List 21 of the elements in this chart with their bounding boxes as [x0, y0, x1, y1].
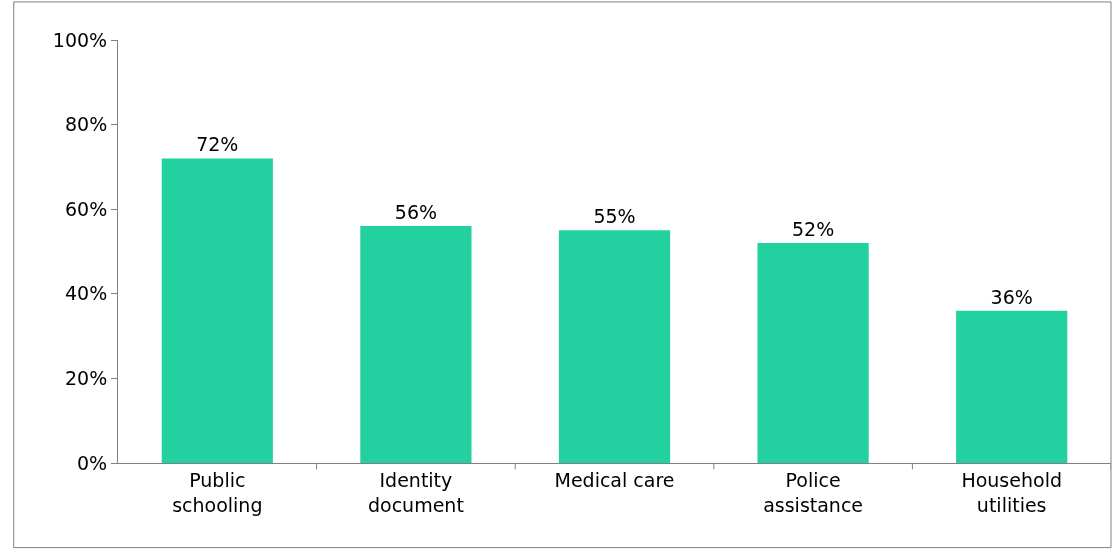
y-tick-label: 80% [64, 113, 108, 136]
x-tick-label: Medical care [554, 468, 675, 491]
x-tick-label: Police assistance [763, 468, 864, 516]
data-label: 55% [593, 205, 636, 228]
bar [161, 158, 273, 463]
data-label: 56% [394, 201, 438, 224]
y-tick-label: 0% [77, 451, 108, 474]
y-tick-label: 20% [64, 367, 108, 390]
y-tick-label: 100% [52, 28, 108, 51]
y-tick-label: 40% [64, 282, 108, 305]
data-label: 52% [791, 218, 835, 241]
x-tick-label: Household utilities [961, 468, 1062, 516]
bar [956, 310, 1068, 463]
y-tick-label: 60% [64, 197, 108, 220]
x-tick-label: Identity document [367, 468, 464, 516]
bar [360, 226, 472, 463]
data-label: 72% [196, 133, 239, 156]
x-tick-label: Public schooling [172, 468, 263, 516]
bar [757, 243, 869, 463]
bar [558, 230, 671, 463]
data-label: 36% [990, 285, 1033, 308]
